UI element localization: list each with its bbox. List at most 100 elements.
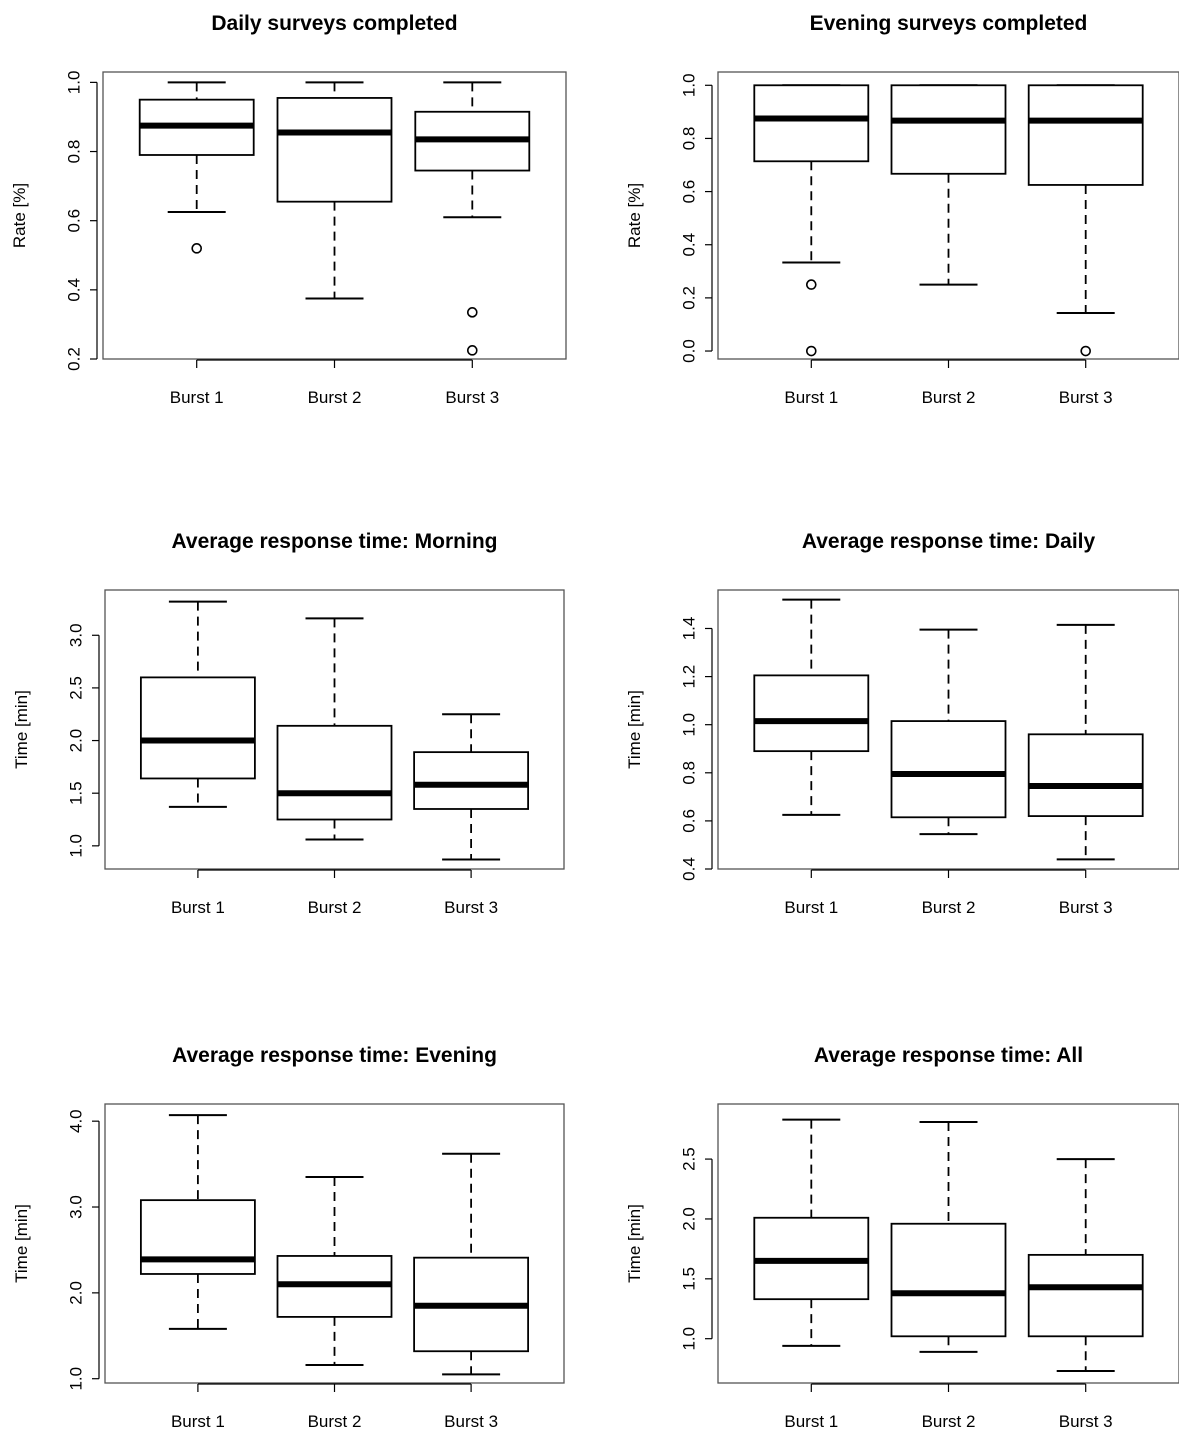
outlier-point bbox=[1080, 345, 1092, 357]
box-2 bbox=[276, 81, 393, 300]
box-3 bbox=[413, 1152, 530, 1376]
y-axis-label: Time [min] bbox=[12, 690, 31, 769]
y-axis-label: Time [min] bbox=[625, 1204, 644, 1283]
panel-title: Daily surveys completed bbox=[211, 12, 457, 35]
box-3 bbox=[1027, 623, 1144, 861]
iqr-box bbox=[276, 724, 393, 821]
plot-frame bbox=[104, 1103, 565, 1384]
box-1 bbox=[753, 1118, 870, 1347]
y-axis-label: Time [min] bbox=[625, 690, 644, 769]
x-tick-label: Burst 1 bbox=[170, 388, 224, 407]
outlier-point bbox=[466, 307, 478, 318]
x-tick-label: Burst 1 bbox=[784, 898, 838, 917]
y-tick-label: 1.0 bbox=[64, 71, 83, 95]
y-tick-label: 0.8 bbox=[64, 140, 83, 164]
y-tick-label: 0.6 bbox=[679, 180, 698, 204]
y-tick-label: 2.0 bbox=[66, 1281, 85, 1305]
box-1 bbox=[753, 84, 870, 357]
y-tick-label: 1.5 bbox=[679, 1267, 698, 1291]
y-tick-label: 0.4 bbox=[64, 278, 83, 302]
box-3 bbox=[1027, 84, 1144, 357]
x-tick-label: Burst 2 bbox=[922, 898, 976, 917]
iqr-box bbox=[890, 720, 1007, 819]
plot-frame bbox=[717, 71, 1179, 360]
y-tick-label: 2.0 bbox=[679, 1207, 698, 1231]
box-2 bbox=[890, 84, 1007, 286]
panel-6: Average response time: All 1.0 1.5 2.0 2.5 Ti… bbox=[625, 1044, 1179, 1431]
box-2 bbox=[276, 1175, 393, 1366]
x-tick-label: Burst 3 bbox=[445, 388, 499, 407]
y-tick-label: 1.0 bbox=[679, 73, 698, 97]
iqr-box bbox=[890, 84, 1007, 175]
y-tick-label: 0.0 bbox=[679, 339, 698, 363]
x-tick-label: Burst 2 bbox=[308, 388, 362, 407]
outlier-point bbox=[466, 345, 478, 356]
panel-3: Average response time: Morning 1.0 1.5 2.0 2… bbox=[12, 530, 565, 917]
panel-title: Evening surveys completed bbox=[810, 12, 1088, 35]
y-tick-label: 3.0 bbox=[66, 623, 85, 647]
iqr-box bbox=[139, 676, 256, 780]
iqr-box bbox=[1027, 733, 1144, 817]
y-tick-label: 1.4 bbox=[679, 617, 698, 641]
x-tick-label: Burst 1 bbox=[784, 1412, 838, 1431]
y-tick-label: 0.6 bbox=[679, 809, 698, 833]
y-tick-label: 1.2 bbox=[679, 665, 698, 689]
x-tick-label: Burst 2 bbox=[308, 898, 362, 917]
iqr-box bbox=[276, 97, 393, 203]
y-tick-label: 0.8 bbox=[679, 761, 698, 785]
y-tick-label: 1.5 bbox=[66, 781, 85, 805]
y-tick-label: 2.5 bbox=[66, 676, 85, 700]
box-3 bbox=[1027, 1158, 1144, 1373]
iqr-box bbox=[139, 1199, 256, 1275]
x-tick-label: Burst 3 bbox=[1059, 388, 1113, 407]
y-tick-label: 1.0 bbox=[679, 713, 698, 737]
y-tick-label: 0.2 bbox=[64, 347, 83, 371]
box-1 bbox=[139, 600, 256, 808]
y-tick-label: 1.0 bbox=[66, 834, 85, 858]
x-tick-label: Burst 3 bbox=[444, 898, 498, 917]
iqr-box bbox=[753, 674, 870, 753]
box-2 bbox=[890, 628, 1007, 836]
y-axis-label: Time [min] bbox=[12, 1204, 31, 1283]
y-tick-label: 1.0 bbox=[66, 1367, 85, 1391]
outlier-point bbox=[191, 243, 203, 254]
box-2 bbox=[276, 617, 393, 841]
plot-frame bbox=[717, 589, 1179, 870]
box-1 bbox=[138, 81, 255, 254]
iqr-box bbox=[1027, 1253, 1144, 1338]
box-3 bbox=[413, 713, 530, 861]
x-tick-label: Burst 2 bbox=[922, 388, 976, 407]
y-tick-label: 0.4 bbox=[679, 857, 698, 881]
panel-4: Average response time: Daily 0.4 0.6 0.8 1.0… bbox=[625, 530, 1179, 917]
plot-frame bbox=[102, 71, 567, 360]
y-tick-label: 0.4 bbox=[679, 233, 698, 257]
panel-title: Average response time: All bbox=[814, 1044, 1083, 1067]
iqr-box bbox=[413, 751, 530, 810]
panel-title: Average response time: Evening bbox=[172, 1044, 497, 1067]
panel-title: Average response time: Morning bbox=[172, 530, 498, 553]
y-tick-label: 0.8 bbox=[679, 127, 698, 151]
panel-5: Average response time: Evening 1.0 2.0 3.0 4… bbox=[12, 1044, 565, 1431]
y-tick-label: 3.0 bbox=[66, 1195, 85, 1219]
x-tick-label: Burst 1 bbox=[171, 1412, 225, 1431]
iqr-box bbox=[753, 84, 870, 163]
panel-1: Daily surveys completed 0.2 0.4 0.6 0.8 1.0 Ra… bbox=[10, 12, 567, 407]
outlier-point bbox=[805, 345, 817, 357]
y-tick-label: 4.0 bbox=[66, 1109, 85, 1133]
x-tick-label: Burst 2 bbox=[308, 1412, 362, 1431]
x-tick-label: Burst 3 bbox=[444, 1412, 498, 1431]
box-1 bbox=[139, 1114, 256, 1330]
x-tick-label: Burst 2 bbox=[922, 1412, 976, 1431]
panel-title: Average response time: Daily bbox=[802, 530, 1096, 553]
box-2 bbox=[890, 1120, 1007, 1353]
y-tick-label: 0.2 bbox=[679, 286, 698, 310]
plot-frame bbox=[717, 1103, 1179, 1384]
y-axis-label: Rate [%] bbox=[10, 183, 29, 248]
y-tick-label: 0.6 bbox=[64, 209, 83, 233]
x-tick-label: Burst 3 bbox=[1059, 898, 1113, 917]
y-tick-label: 2.0 bbox=[66, 729, 85, 753]
outlier-point bbox=[805, 279, 817, 290]
iqr-box bbox=[890, 1222, 1007, 1338]
x-tick-label: Burst 3 bbox=[1059, 1412, 1113, 1431]
